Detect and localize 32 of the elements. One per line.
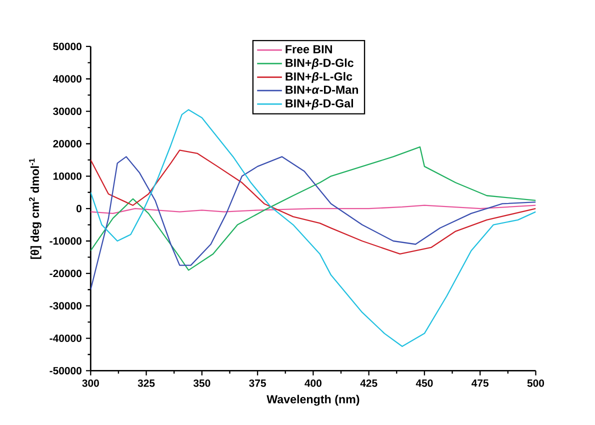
line-series [90,146,536,271]
y-tick-label: -10000 [50,237,82,245]
x-tick-label: 325 [138,379,155,387]
y-tick-label: -30000 [50,302,82,310]
x-tick-label: 450 [416,379,433,387]
y-tick-label: 40000 [52,75,82,82]
x-tick-label: 400 [304,379,322,387]
line-series [90,149,536,254]
y-axis-title: [θ] deg cm$^{2}$ dmol$^{-1}$ [29,158,42,259]
x-axis-title: Wavelength (nm) [266,394,360,406]
y-tick-label: 0 [76,204,82,212]
legend-label: BIN+β-L-Glc [286,72,352,83]
x-tick-label: 500 [527,379,544,387]
x-tick-label: 475 [472,379,489,387]
x-tick-label: 300 [82,379,99,387]
y-tick-label: -40000 [50,334,82,342]
y-tick-label: -20000 [50,270,82,277]
legend-label: Free BIN [286,45,332,54]
line-series [90,156,536,290]
x-tick-label: 425 [360,379,378,387]
legend-label: BIN+α-D-Man [286,86,358,94]
x-tick-label: 350 [193,379,210,387]
y-tick-label: 10000 [53,172,82,180]
legend-label: BIN+β-D-Glc [286,58,354,70]
legend-label: BIN+β-D-Gal [286,98,353,110]
line-series [90,108,536,347]
y-tick-label: -50000 [50,366,82,374]
y-tick-label: 30000 [53,107,82,115]
line-series [90,204,536,214]
y-tick-label: 50000 [53,42,82,50]
y-tick-label: 20000 [53,140,82,148]
x-tick-label: 375 [249,379,266,387]
